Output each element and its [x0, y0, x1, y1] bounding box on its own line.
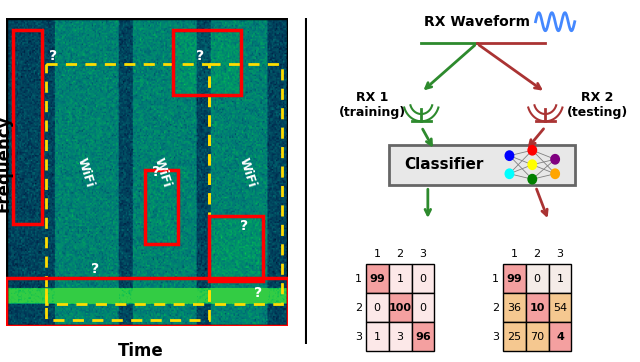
Text: ?: ?: [152, 165, 160, 179]
Text: 36: 36: [508, 303, 522, 313]
Bar: [503, 264, 526, 293]
Text: ?: ?: [240, 219, 248, 233]
Bar: [503, 293, 526, 322]
Bar: [46, 278, 209, 320]
Text: ?: ?: [196, 49, 204, 63]
Text: WiFi: WiFi: [152, 156, 173, 189]
Text: 1: 1: [492, 274, 499, 284]
Text: 3: 3: [397, 332, 404, 342]
Bar: [526, 293, 548, 322]
Circle shape: [528, 146, 536, 155]
Text: ?: ?: [92, 262, 99, 277]
Text: 0: 0: [419, 303, 426, 313]
Text: ?: ?: [49, 49, 57, 63]
Circle shape: [505, 151, 514, 160]
Bar: [13, 30, 42, 224]
Text: 2: 2: [355, 303, 362, 313]
Text: 4: 4: [556, 332, 564, 342]
Bar: [173, 30, 241, 96]
Circle shape: [551, 155, 559, 164]
Circle shape: [528, 160, 536, 169]
Text: ?: ?: [254, 286, 262, 300]
Text: 99: 99: [369, 274, 385, 284]
Bar: [412, 264, 435, 293]
Text: 3: 3: [419, 249, 426, 259]
Text: Frequency: Frequency: [0, 114, 12, 212]
Text: 2: 2: [534, 249, 541, 259]
Text: 25: 25: [508, 332, 522, 342]
Text: RX 2
(testing): RX 2 (testing): [567, 91, 628, 119]
Text: RX Waveform: RX Waveform: [424, 15, 530, 29]
Bar: [412, 293, 435, 322]
Text: 2: 2: [397, 249, 404, 259]
Text: 54: 54: [553, 303, 567, 313]
Bar: [366, 322, 388, 351]
Bar: [548, 322, 572, 351]
Text: 3: 3: [355, 332, 362, 342]
Bar: [388, 322, 412, 351]
Text: RX 1
(training): RX 1 (training): [339, 91, 406, 119]
Text: WiFi: WiFi: [236, 156, 258, 189]
Bar: [388, 264, 412, 293]
Bar: [412, 322, 435, 351]
Bar: [526, 322, 548, 351]
Bar: [46, 64, 209, 304]
Bar: [548, 293, 572, 322]
Text: 0: 0: [534, 274, 541, 284]
Text: 0: 0: [419, 274, 426, 284]
Text: 10: 10: [529, 303, 545, 313]
Text: 1: 1: [355, 274, 362, 284]
Bar: [209, 64, 282, 304]
Text: 100: 100: [388, 303, 412, 313]
Text: 3: 3: [557, 249, 564, 259]
Bar: [209, 216, 262, 281]
Text: Time: Time: [118, 342, 164, 360]
Bar: [526, 264, 548, 293]
Bar: [548, 264, 572, 293]
FancyBboxPatch shape: [388, 145, 575, 185]
Bar: [388, 293, 412, 322]
Text: 1: 1: [557, 274, 564, 284]
Text: 0: 0: [374, 303, 381, 313]
Text: Classifier: Classifier: [404, 157, 484, 172]
Circle shape: [505, 169, 514, 178]
Text: 3: 3: [492, 332, 499, 342]
Text: 99: 99: [506, 274, 522, 284]
Text: 96: 96: [415, 332, 431, 342]
Text: 2: 2: [492, 303, 499, 313]
Bar: [6, 278, 288, 326]
Text: 1: 1: [374, 332, 381, 342]
Text: 1: 1: [397, 274, 404, 284]
Bar: [366, 293, 388, 322]
Text: 70: 70: [530, 332, 544, 342]
Circle shape: [528, 174, 536, 184]
Circle shape: [551, 169, 559, 178]
Text: 1: 1: [511, 249, 518, 259]
Text: 1: 1: [374, 249, 381, 259]
X-axis label: Time: Time: [124, 331, 170, 349]
Bar: [366, 264, 388, 293]
Bar: [503, 322, 526, 351]
Bar: [145, 170, 178, 244]
Text: WiFi: WiFi: [75, 156, 96, 189]
